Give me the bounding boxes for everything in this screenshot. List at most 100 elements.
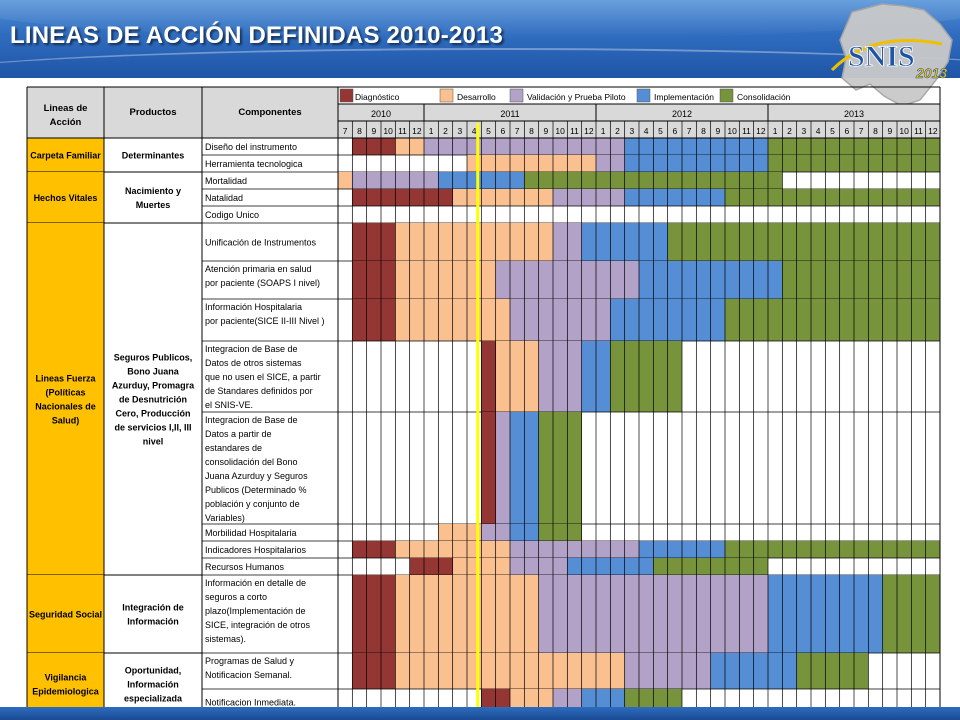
component-label: Datos a partir de (205, 429, 272, 439)
component-label: Recursos Humanos (205, 562, 285, 572)
gantt-bar (395, 223, 553, 261)
month-label: 9 (371, 126, 376, 136)
lineas-label: Carpeta Familiar (30, 151, 101, 161)
component-label: que no usen el SICE, a partir (205, 372, 321, 382)
month-label: 8 (701, 126, 706, 136)
month-label: 2 (615, 126, 620, 136)
month-label: 12 (928, 126, 938, 136)
lineas-cell (27, 172, 104, 223)
month-label: 1 (773, 126, 778, 136)
gantt-bar (352, 261, 396, 299)
gantt-bar (553, 189, 625, 206)
component-label: estandares de (205, 443, 262, 453)
month-label: 9 (543, 126, 548, 136)
month-label: 11 (398, 126, 407, 136)
month-label: 10 (555, 126, 565, 136)
month-label: 3 (457, 126, 462, 136)
month-label: 10 (383, 126, 393, 136)
header-bg-left (27, 87, 338, 138)
component-label: Unificación de Instrumentos (205, 238, 317, 248)
lineas-label: Seguridad Social (29, 610, 102, 620)
gantt-bar (510, 541, 639, 558)
gantt-bar (395, 261, 496, 299)
gantt-bar (438, 524, 482, 541)
component-label: Diseño del instrumento (205, 142, 297, 152)
lineas-cell (27, 223, 104, 575)
productos-label: Oportunidad, (125, 666, 182, 676)
gantt-bar (352, 138, 396, 155)
month-label: 7 (343, 126, 348, 136)
logo-swoosh (830, 38, 943, 72)
month-label: 11 (570, 126, 579, 136)
component-label: Información en detalle de (205, 578, 306, 588)
gantt-bar (352, 575, 396, 653)
lineas-label: (Políticas (45, 388, 85, 398)
component-label: Notificacion Inmediata. (205, 698, 296, 708)
gantt-bar (424, 138, 467, 155)
header-lineas: Lineas de (44, 103, 88, 114)
legend-swatch (339, 88, 354, 103)
month-label: 7 (515, 126, 520, 136)
year-label: 2010 (371, 109, 391, 119)
gantt-bar (352, 299, 396, 341)
legend-swatch (719, 88, 734, 103)
logo-text: SNIS (848, 40, 915, 73)
gantt-bar (467, 155, 596, 172)
component-label: el SNIS-VE. (205, 400, 253, 410)
gantt-bar (352, 653, 396, 689)
month-label: 2 (443, 126, 448, 136)
component-label: Mortalidad (205, 176, 247, 186)
productos-label: Nacimiento y (125, 186, 181, 196)
component-label: seguros a corto (205, 592, 267, 602)
gantt-bar (782, 261, 940, 299)
component-label: plazo(Implementación de (205, 606, 306, 616)
gantt-bar (610, 341, 682, 412)
bolivia-map-shape (839, 3, 953, 107)
bottom-bar (0, 707, 960, 720)
lineas-label: Nacionales de (35, 402, 96, 412)
productos-label: Azurduy, Promagra (112, 381, 195, 391)
month-label: 8 (529, 126, 534, 136)
component-label: por paciente(SICE II-III Nivel ) (205, 316, 325, 326)
gantt-bar (538, 341, 582, 412)
component-label: Información Hospitalaria (205, 302, 302, 312)
legend-label: Consolidación (737, 92, 791, 102)
gantt-bar (624, 189, 725, 206)
productos-label: Información (127, 617, 179, 627)
productos-label: especializada (124, 694, 183, 704)
header-productos: Productos (130, 107, 177, 118)
legend-swatch (509, 88, 524, 103)
month-label: 7 (687, 126, 692, 136)
month-label: 1 (601, 126, 606, 136)
gantt-bar (352, 223, 396, 261)
lineas-cell (27, 575, 104, 653)
productos-label: Bono Juana (127, 367, 179, 377)
month-label: 12 (584, 126, 594, 136)
productos-label: de servicios I,II, III (114, 423, 191, 433)
component-label: SICE, integración de otros (205, 620, 311, 630)
component-label: Publicos (Determinado % (205, 485, 307, 495)
lineas-label: Salud) (52, 416, 80, 426)
month-label: 8 (873, 126, 878, 136)
component-label: población y conjunto de (205, 499, 300, 509)
gantt-bar (667, 223, 940, 261)
productos-label: Muertes (136, 200, 171, 210)
component-label: consolidación del Bono (205, 457, 298, 467)
month-label: 10 (899, 126, 909, 136)
month-label: 9 (715, 126, 720, 136)
component-label: por paciente (SOAPS I nivel) (205, 278, 320, 288)
gantt-bar (467, 138, 596, 155)
gantt-bar (481, 341, 496, 412)
component-label: Integracion de Base de (205, 344, 298, 354)
title-banner: LINEAS DE ACCIÓN DEFINIDAS 2010-2013 (0, 0, 960, 78)
productos-label: Determinantes (122, 151, 185, 161)
gantt-bar (452, 189, 553, 206)
gantt-bar (510, 299, 611, 341)
component-label: Programas de Salud y (205, 656, 295, 666)
month-label: 6 (672, 126, 677, 136)
lineas-cell (27, 653, 104, 715)
gantt-bar (481, 412, 496, 524)
component-label: Variables) (205, 513, 245, 523)
productos-label: de Desnutrición (119, 395, 187, 405)
